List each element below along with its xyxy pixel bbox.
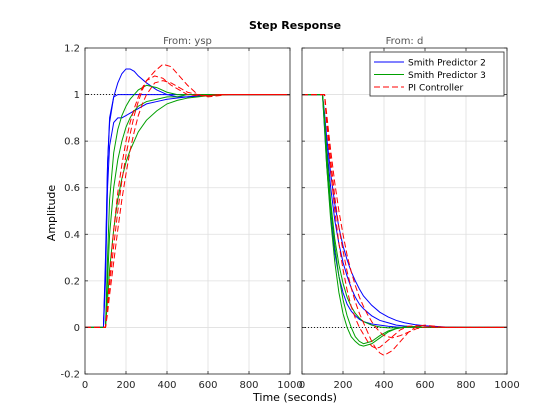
subplot-title: From: ysp: [163, 36, 212, 47]
legend-label-smith-predictor-2: Smith Predictor 2: [408, 59, 486, 69]
series-line-smith-predictor-2: [85, 68, 290, 328]
series-line-pi-controller: [85, 63, 290, 328]
x-tick-label: 600: [415, 380, 434, 391]
subplots: 0 200 400 600 800 1000-0.200.20.40.60.811.2Fr…: [60, 36, 519, 391]
axes-frame: [301, 47, 508, 375]
series-line-pi-controller: [302, 94, 507, 339]
series-line-smith-predictor-3: [302, 94, 507, 347]
y-tick-label: 1.2: [64, 44, 80, 55]
series-line-pi-controller: [302, 94, 507, 349]
grid-lines: [84, 47, 291, 375]
y-tick-label: 0.2: [64, 276, 80, 287]
subplot-title: From: d: [386, 36, 424, 47]
x-tick-label: 600: [198, 380, 217, 391]
x-tick-label: 0: [82, 380, 88, 391]
legend-label-smith-predictor-3: Smith Predictor 3: [408, 71, 486, 81]
chart-title: Step Response: [249, 19, 341, 32]
x-tick-label: 1000: [277, 380, 302, 391]
y-axis-label: Amplitude: [45, 185, 58, 242]
legend: Smith Predictor 2 Smith Predictor 3 PI Con…: [369, 51, 505, 97]
subplot-1: 0 200 400 600 800 1000-0.200.20.40.60.811.2Fr…: [60, 36, 302, 391]
plot-area: [302, 48, 507, 374]
y-tick-label: 0.4: [64, 230, 80, 241]
legend-label-pi-controller: PI Controller: [408, 84, 464, 94]
x-tick-label: 200: [333, 380, 352, 391]
series-line-pi-controller: [85, 80, 290, 328]
series-group: [85, 63, 290, 328]
y-tick-label: 0.6: [64, 183, 80, 194]
x-axis-label: Time (seconds): [252, 391, 337, 404]
x-tick-label: 400: [374, 380, 393, 391]
axes-frame: [84, 47, 291, 375]
x-tick-label: 800: [239, 380, 258, 391]
series-line-pi-controller: [302, 94, 507, 356]
series-line-pi-controller: [85, 75, 290, 328]
x-tick-label: 400: [157, 380, 176, 391]
y-tick-label: -0.2: [60, 370, 80, 381]
x-tick-label: 200: [116, 380, 135, 391]
y-tick-label: 1: [74, 90, 80, 101]
x-tick-label: 800: [456, 380, 475, 391]
series-line-smith-predictor-3: [302, 94, 507, 329]
subplot-2: 0 200 400 600 800 1000 From: d: [299, 36, 520, 391]
x-tick-label: 0: [299, 380, 305, 391]
series-line-smith-predictor-3: [85, 94, 290, 328]
plot-area: [85, 48, 290, 374]
series-line-smith-predictor-2: [302, 94, 507, 328]
y-tick-label: 0.8: [64, 137, 80, 148]
y-tick-label: 0: [74, 323, 80, 334]
series-group: [302, 94, 507, 356]
x-tick-label: 1000: [494, 380, 519, 391]
